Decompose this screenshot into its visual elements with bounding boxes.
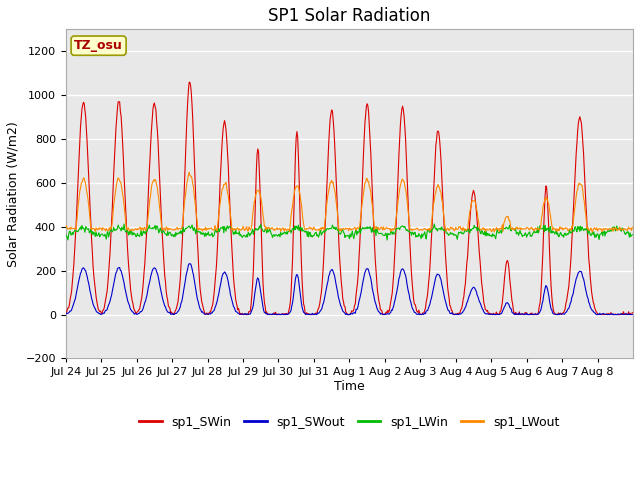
X-axis label: Time: Time xyxy=(334,380,365,393)
Title: SP1 Solar Radiation: SP1 Solar Radiation xyxy=(268,7,431,25)
Legend: sp1_SWin, sp1_SWout, sp1_LWin, sp1_LWout: sp1_SWin, sp1_SWout, sp1_LWin, sp1_LWout xyxy=(134,411,564,434)
Text: TZ_osu: TZ_osu xyxy=(74,39,123,52)
Y-axis label: Solar Radiation (W/m2): Solar Radiation (W/m2) xyxy=(7,121,20,267)
